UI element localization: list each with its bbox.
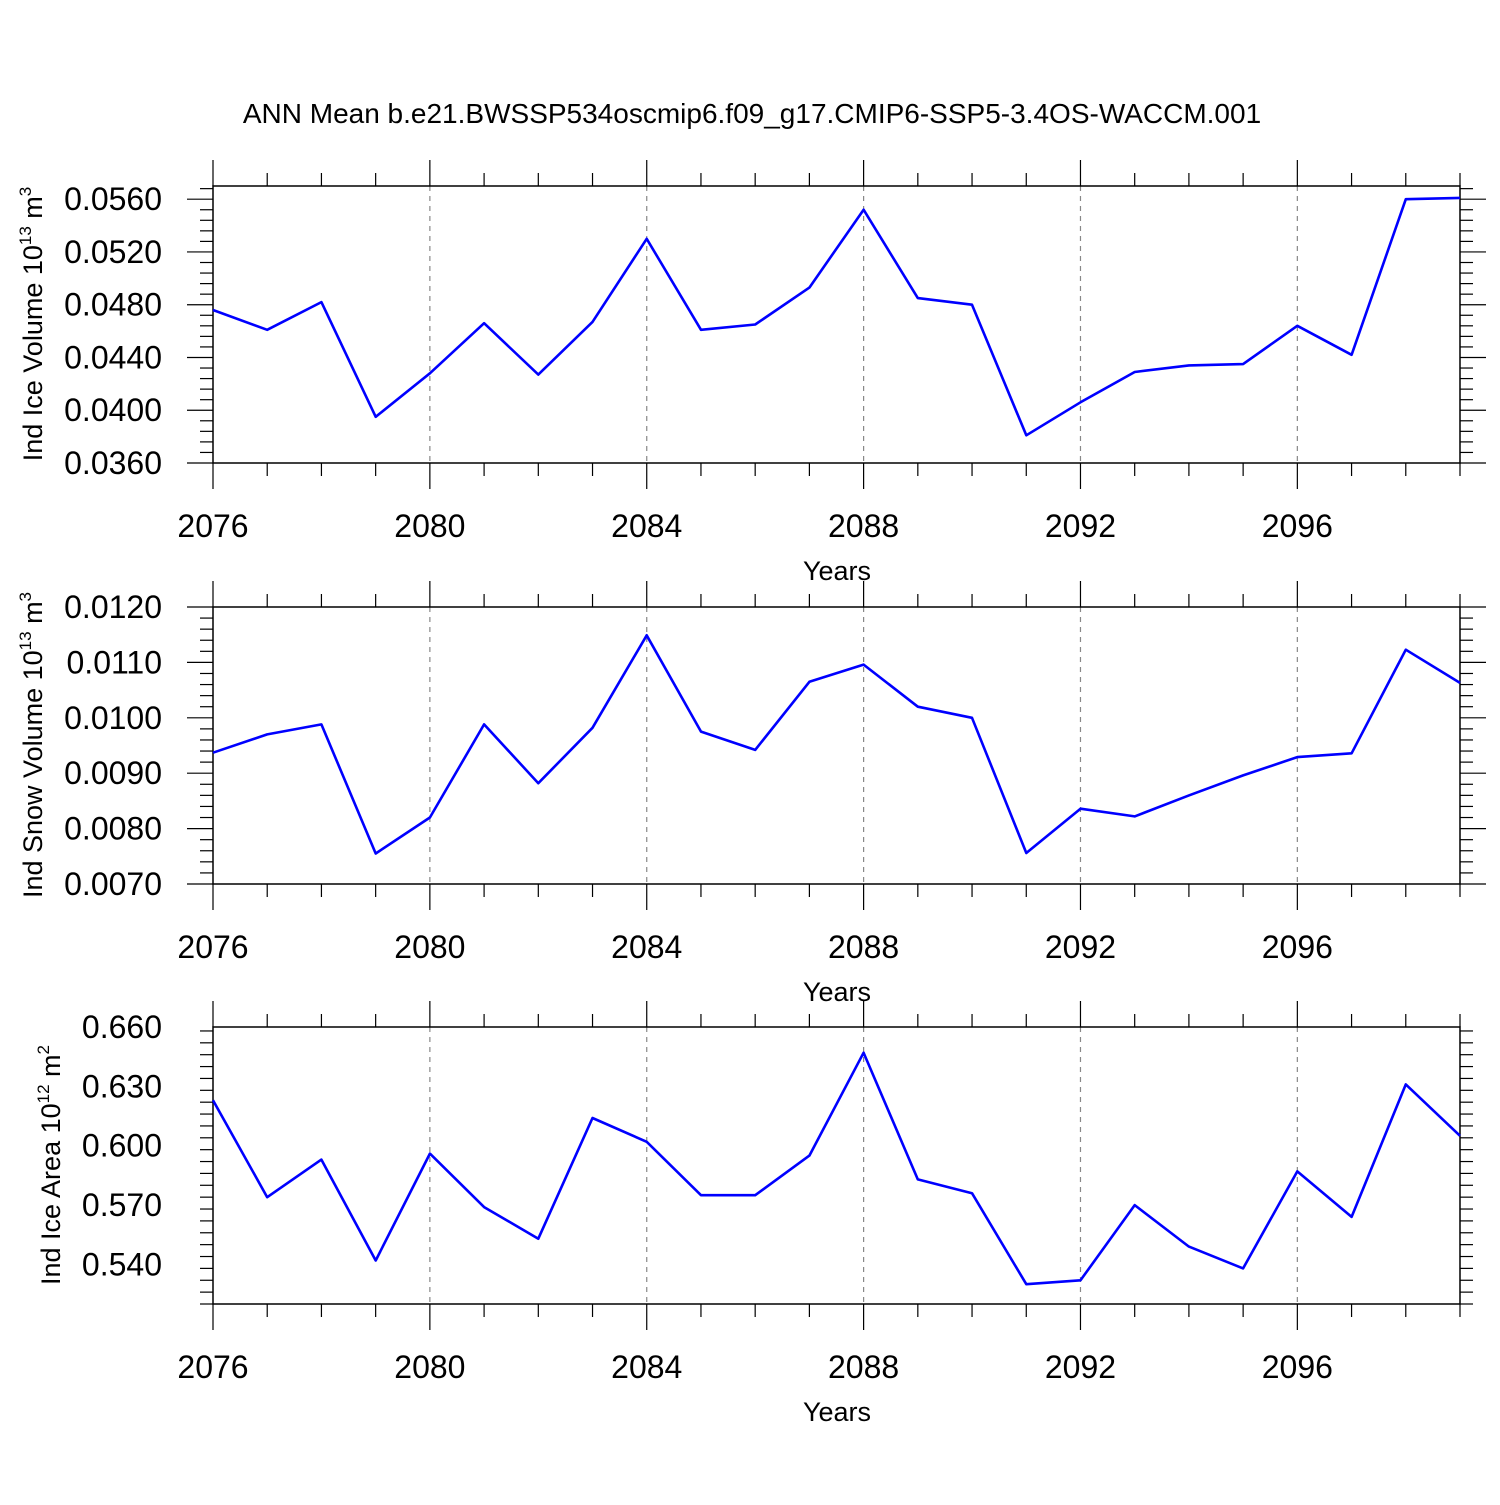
x-tick-label: 2092 xyxy=(1045,1349,1116,1385)
x-tick-label: 2084 xyxy=(611,508,682,544)
x-axis-title: Years xyxy=(803,977,871,1007)
y-tick-label: 0.0560 xyxy=(64,181,162,217)
y-tick-label: 0.570 xyxy=(82,1187,162,1223)
series-line xyxy=(212,633,1461,855)
y-tick-label: 0.540 xyxy=(82,1246,162,1282)
x-tick-label: 2076 xyxy=(177,508,248,544)
x-tick-label: 2088 xyxy=(828,508,899,544)
x-tick-label: 2080 xyxy=(394,508,465,544)
panel-3: 2076 2080 2084 2088 2092 2096 0.540 0.570 0.600 0… xyxy=(34,1001,1473,1427)
panel-2: 2076 2080 2084 2088 2092 2096 0.0070 0.0080 0.00… xyxy=(16,581,1486,1007)
y-tick-label: 0.0090 xyxy=(64,755,162,791)
y-axis-title: Ind Ice Volume 1013 m3 xyxy=(16,187,48,462)
series-line xyxy=(211,1051,1461,1286)
y-tick-label: 0.0360 xyxy=(64,445,162,481)
x-tick-label: 2092 xyxy=(1045,929,1116,965)
y-tick-label: 0.0070 xyxy=(64,866,162,902)
x-tick-label: 2084 xyxy=(611,1349,682,1385)
plot-frame xyxy=(212,606,1461,885)
x-axis-title: Years xyxy=(803,1397,871,1427)
x-tick-label: 2076 xyxy=(177,929,248,965)
y-axis-title: Ind Snow Volume 1013 m3 xyxy=(16,592,48,898)
y-tick-label: 0.0100 xyxy=(64,700,162,736)
plot-frame xyxy=(212,185,1461,464)
y-tick-label: 0.0440 xyxy=(64,339,162,375)
y-tick-label: 0.660 xyxy=(82,1009,162,1045)
chart-title: ANN Mean b.e21.BWSSP534oscmip6.f09_g17.C… xyxy=(243,98,1261,129)
x-tick-label: 2080 xyxy=(394,1349,465,1385)
x-tick-label: 2076 xyxy=(177,1349,248,1385)
series-line xyxy=(212,196,1461,437)
x-tick-label: 2092 xyxy=(1045,508,1116,544)
x-axis-title: Years xyxy=(803,556,871,586)
x-tick-label: 2096 xyxy=(1262,1349,1333,1385)
x-tick-label: 2088 xyxy=(828,1349,899,1385)
x-tick-label: 2080 xyxy=(394,929,465,965)
y-tick-label: 0.0110 xyxy=(67,644,163,680)
y-tick-label: 0.0520 xyxy=(64,234,162,270)
x-tick-label: 2084 xyxy=(611,929,682,965)
y-tick-label: 0.0120 xyxy=(64,589,162,625)
plot-frame xyxy=(212,1026,1461,1305)
x-tick-label: 2088 xyxy=(828,929,899,965)
y-tick-label: 0.0400 xyxy=(64,392,162,428)
panel-1: 2076 2080 2084 2088 2092 2096 0.0360 0.0400 0.04… xyxy=(16,160,1486,586)
y-tick-label: 0.0080 xyxy=(64,811,162,847)
x-tick-label: 2096 xyxy=(1262,929,1333,965)
y-tick-label: 0.630 xyxy=(82,1068,162,1104)
y-axis-title: Ind Ice Area 1012 m2 xyxy=(34,1045,66,1285)
x-tick-label: 2096 xyxy=(1262,508,1333,544)
y-tick-label: 0.0480 xyxy=(64,287,162,323)
y-tick-label: 0.600 xyxy=(82,1128,162,1164)
